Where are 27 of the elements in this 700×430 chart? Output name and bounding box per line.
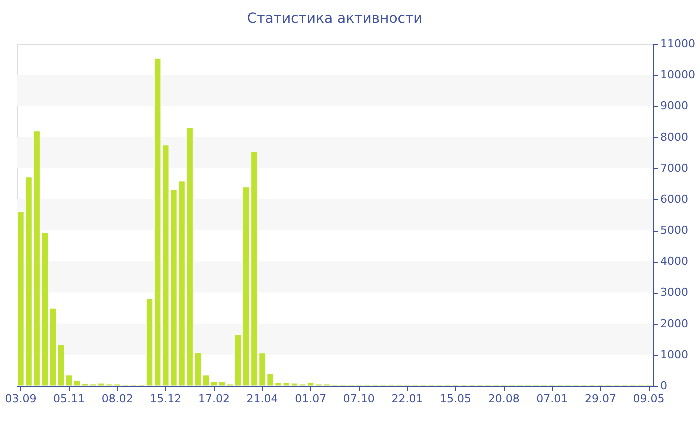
y-tick-label: 8000	[660, 130, 688, 144]
y-tick-label: 6000	[660, 192, 688, 206]
chart-title: Статистика активности	[247, 11, 423, 27]
x-tick-label: 29.07	[584, 392, 616, 406]
y-tick-label: 7000	[660, 162, 688, 175]
x-tick-label: 01.07	[295, 392, 327, 406]
x-tick-label: 09.05	[633, 392, 665, 406]
x-tick-label: 17.02	[198, 392, 230, 406]
x-tick-label: 20.08	[488, 392, 520, 406]
y-tick-label: 11000	[660, 38, 696, 50]
x-tick-label: 03.09	[5, 392, 37, 406]
y-tick-label: 1000	[660, 348, 688, 362]
y-tick-label: 10000	[660, 68, 696, 82]
y-tick-label: 9000	[660, 100, 688, 113]
x-tick-label: 22.01	[392, 392, 424, 406]
y-tick-label: 4000	[660, 255, 688, 268]
x-tick-label: 15.05	[440, 392, 472, 406]
x-tick-label: 07.01	[536, 392, 568, 406]
y-tick-label: 2000	[660, 317, 688, 330]
x-tick-label: 05.11	[54, 392, 86, 406]
x-tick-label: 15.12	[150, 392, 182, 406]
y-tick-label: 0	[660, 380, 668, 392]
x-tick-label: 21.04	[246, 392, 278, 406]
y-tick-label: 3000	[660, 286, 688, 300]
y-tick-label: 5000	[660, 224, 688, 238]
x-tick-label: 07.10	[343, 392, 375, 406]
x-tick-label: 08.02	[102, 392, 134, 406]
